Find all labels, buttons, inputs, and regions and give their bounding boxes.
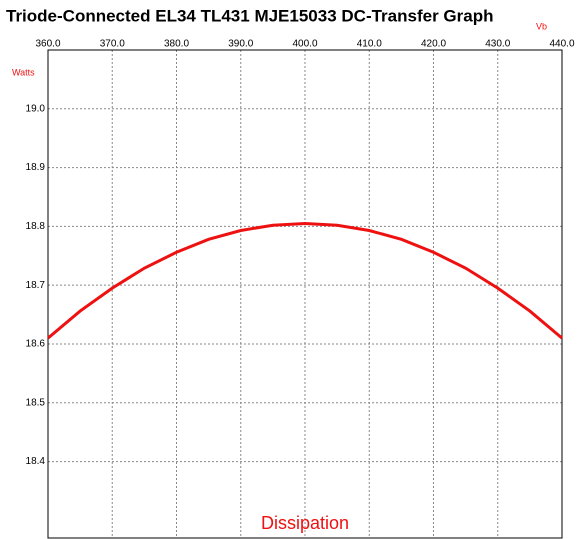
x-tick-label: 440.0 [549, 39, 574, 50]
x-tick-label: 410.0 [357, 39, 382, 50]
y-tick-label: 18.4 [26, 456, 46, 467]
y-tick-label: 18.6 [26, 339, 46, 350]
caption: Dissipation [261, 513, 349, 533]
plot-frame [47, 49, 563, 539]
x-tick-label: 380.0 [164, 39, 189, 50]
x-tick-label: 430.0 [485, 39, 510, 50]
y-tick-label: 19.0 [26, 103, 46, 114]
x-tick-label: 420.0 [421, 39, 446, 50]
y-tick-label: 18.8 [26, 221, 46, 232]
data-line [47, 221, 563, 340]
y-tick-label: 18.7 [26, 280, 46, 291]
x-axis-label: Vb [536, 21, 547, 31]
chart-title: Triode-Connected EL34 TL431 MJE15033 DC-… [6, 6, 493, 25]
x-tick-label: 370.0 [100, 39, 125, 50]
y-tick-label: 18.9 [26, 162, 46, 173]
x-tick-label: 400.0 [292, 39, 317, 50]
y-axis-label: Watts [12, 67, 35, 77]
y-tick-label: 18.5 [26, 397, 46, 408]
x-tick-label: 390.0 [228, 39, 253, 50]
x-tick-label: 360.0 [35, 39, 60, 50]
